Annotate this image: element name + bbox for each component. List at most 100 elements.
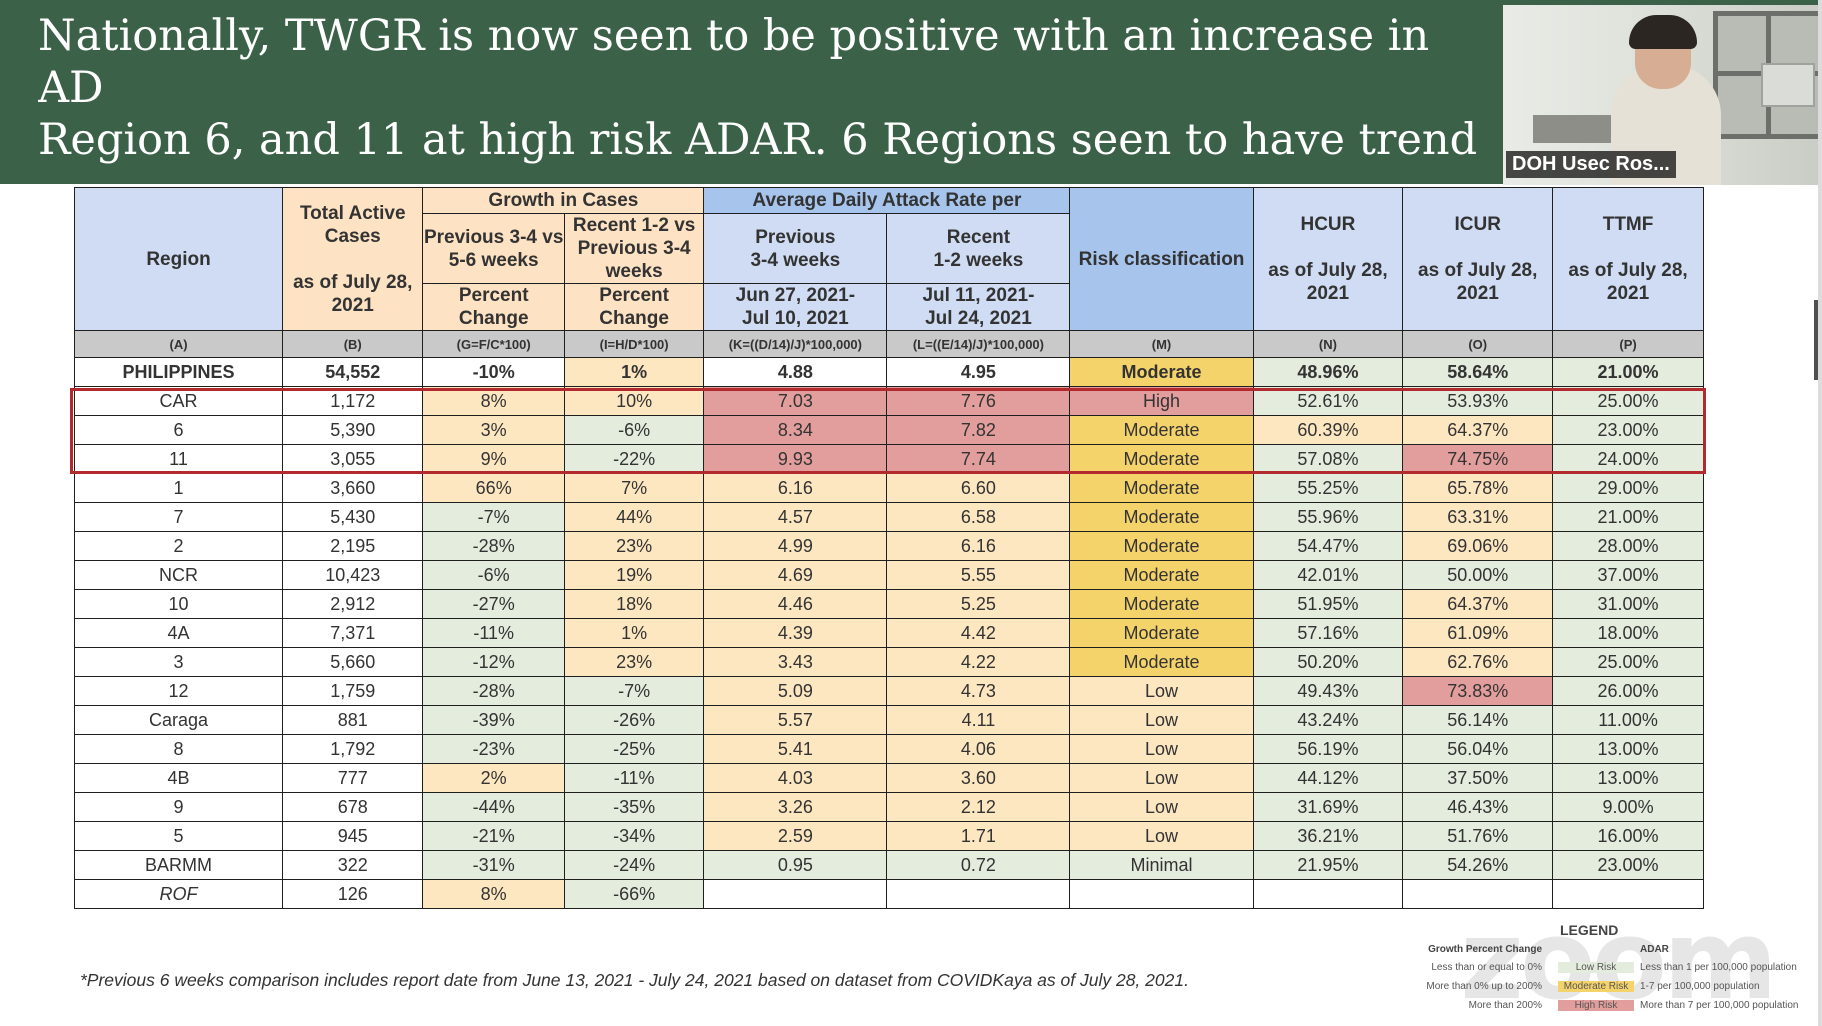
speaker-hair (1629, 15, 1697, 49)
cell-ttmf: 23.00% (1552, 415, 1704, 445)
cell-adar-prev: 4.39 (703, 618, 888, 648)
cell-risk: Moderate (1069, 473, 1254, 503)
cell-region: NCR (73, 560, 284, 590)
cell-growth-recent: 7% (563, 473, 705, 503)
cell-adar-prev: 7.03 (703, 386, 888, 416)
cell-hcur: 50.20% (1252, 647, 1404, 677)
cell-ttmf: 13.00% (1552, 763, 1704, 793)
aircon-shape (1761, 63, 1815, 107)
legend-adar-header: ADAR (1640, 944, 1669, 955)
cell-hcur: 43.24% (1252, 705, 1404, 735)
cell-growth-prev: -10% (422, 357, 565, 387)
cell-ttmf: 21.00% (1552, 502, 1704, 532)
cell-growth-recent: 1% (563, 618, 705, 648)
cell-adar-prev: 8.34 (703, 415, 888, 445)
cell-adar-prev: 2.59 (703, 821, 888, 851)
cell-total-active: 3,055 (282, 444, 424, 474)
cell-risk: Moderate (1069, 560, 1254, 590)
table-row: 4A 7,371 -11% 1% 4.39 4.42 Moderate 57.16% 61.09… (73, 618, 1704, 648)
cell-adar-recent: 6.16 (886, 531, 1071, 561)
table-row: 6 5,390 3% -6% 8.34 7.82 Moderate 60.39% 64.37% 2… (73, 415, 1704, 445)
cell-icur: 56.14% (1402, 705, 1554, 735)
cell-region: BARMM (73, 850, 284, 880)
cell-adar-recent: 6.58 (886, 502, 1071, 532)
table-row: NCR 10,423 -6% 19% 4.69 5.55 Moderate 42.01% 50.… (73, 560, 1704, 590)
cell-growth-recent: -22% (563, 444, 705, 474)
legend-title: LEGEND (1560, 922, 1619, 938)
cell-total-active: 3,660 (282, 473, 424, 503)
table-row: 12 1,759 -28% -7% 5.09 4.73 Low 49.43% 73.83% 26.… (73, 676, 1704, 706)
cell-total-active: 10,423 (282, 560, 424, 590)
cell-region: 1 (73, 473, 284, 503)
cell-adar-recent: 4.42 (886, 618, 1071, 648)
table-row: CAR 1,172 8% 10% 7.03 7.76 High 52.61% 53.93% 25.… (73, 386, 1704, 416)
cell-growth-prev: -6% (422, 560, 565, 590)
cell-total-active: 54,552 (282, 357, 424, 387)
cell-growth-recent: -26% (563, 705, 705, 735)
legend-growth-high: More than 200% (1468, 1000, 1542, 1011)
cell-icur: 51.76% (1402, 821, 1554, 851)
cell-hcur: 48.96% (1252, 357, 1404, 387)
cell-growth-recent: 10% (563, 386, 705, 416)
cell-risk: Minimal (1069, 850, 1254, 880)
cell-total-active: 5,390 (282, 415, 424, 445)
header-adar-recent: Recent 1-2 weeks (886, 213, 1071, 284)
cell-adar-prev: 3.43 (703, 647, 888, 677)
cell-growth-recent: -11% (563, 763, 705, 793)
cell-icur: 37.50% (1402, 763, 1554, 793)
cell-adar-recent: 5.25 (886, 589, 1071, 619)
cell-growth-prev: -28% (422, 676, 565, 706)
cell-hcur: 54.47% (1252, 531, 1404, 561)
cell-adar-prev: 3.26 (703, 792, 888, 822)
cell-growth-prev: -7% (422, 502, 565, 532)
cell-ttmf: 25.00% (1552, 647, 1704, 677)
cell-icur: 58.64% (1402, 357, 1554, 387)
table-row: 10 2,912 -27% 18% 4.46 5.25 Moderate 51.95% 64.3… (73, 589, 1704, 619)
cell-icur: 69.06% (1402, 531, 1554, 561)
cell-total-active: 1,759 (282, 676, 424, 706)
cell-ttmf: 26.00% (1552, 676, 1704, 706)
legend-growth-low: Less than or equal to 0% (1431, 962, 1542, 973)
cell-growth-prev: -44% (422, 792, 565, 822)
table-row: 2 2,195 -28% 23% 4.99 6.16 Moderate 54.47% 69.06… (73, 531, 1704, 561)
cell-icur: 61.09% (1402, 618, 1554, 648)
header-growth-recent-sub: Percent Change (563, 283, 705, 331)
cell-total-active: 2,912 (282, 589, 424, 619)
cell-region: CAR (73, 386, 284, 416)
cell-growth-recent: -34% (563, 821, 705, 851)
legend: LEGEND Growth Percent Change ADAR Less t… (1410, 918, 1820, 1018)
table-row: 4B 777 2% -11% 4.03 3.60 Low 44.12% 37.50% 13.00% (73, 763, 1704, 793)
footnote: *Previous 6 weeks comparison includes re… (80, 970, 1189, 990)
header-adar-prev-sub: Jun 27, 2021- Jul 10, 2021 (703, 283, 888, 331)
legend-high-risk: High Risk (1558, 1000, 1634, 1011)
cell-total-active: 1,792 (282, 734, 424, 764)
cell-adar-recent: 5.55 (886, 560, 1071, 590)
table-row: 1 3,660 66% 7% 6.16 6.60 Moderate 55.25% 65.78% 2… (73, 473, 1704, 503)
cell-hcur: 31.69% (1252, 792, 1404, 822)
cell-adar-recent: 0.72 (886, 850, 1071, 880)
cell-growth-prev: -27% (422, 589, 565, 619)
cell-risk: Moderate (1069, 618, 1254, 648)
video-name-tag: DOH Usec Ros... (1506, 151, 1676, 178)
scrollbar-thumb[interactable] (1814, 300, 1818, 380)
cell-icur: 56.04% (1402, 734, 1554, 764)
cell-hcur: 49.43% (1252, 676, 1404, 706)
cell-icur: 53.93% (1402, 386, 1554, 416)
cell-icur: 64.37% (1402, 589, 1554, 619)
cell-region: 8 (73, 734, 284, 764)
cell-ttmf: 9.00% (1552, 792, 1704, 822)
cell-ttmf: 21.00% (1552, 357, 1704, 387)
cell-adar-prev: 4.99 (703, 531, 888, 561)
cell-adar-prev: 4.57 (703, 502, 888, 532)
window-edge (1818, 0, 1822, 1026)
cell-total-active: 322 (282, 850, 424, 880)
cell-icur: 54.26% (1402, 850, 1554, 880)
cell-hcur: 51.95% (1252, 589, 1404, 619)
cell-risk: Low (1069, 705, 1254, 735)
speaker-video-tile[interactable]: DOH Usec Ros... (1503, 5, 1820, 185)
cell-growth-recent: -66% (563, 879, 705, 909)
cell-risk: Moderate (1069, 415, 1254, 445)
legend-growth-moderate: More than 0% up to 200% (1426, 981, 1542, 992)
cell-ttmf: 29.00% (1552, 473, 1704, 503)
cell-region: 2 (73, 531, 284, 561)
